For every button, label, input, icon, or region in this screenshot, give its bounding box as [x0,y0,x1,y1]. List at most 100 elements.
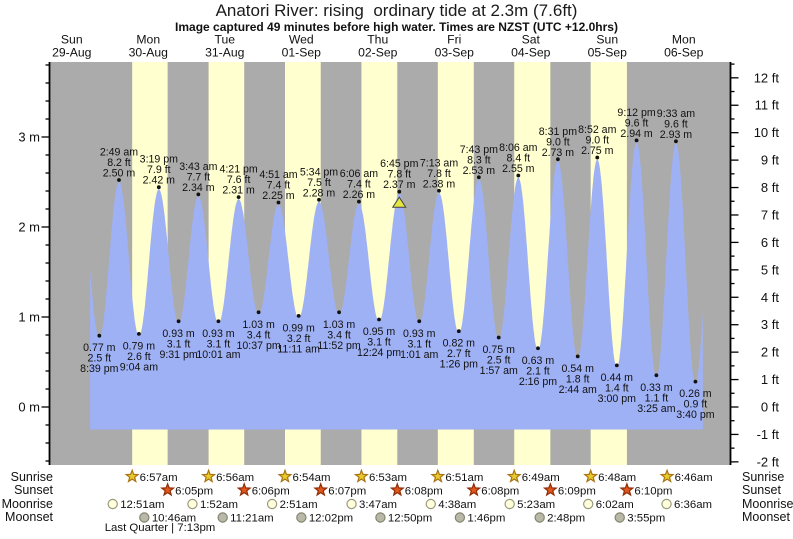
current-time-marker-icon [391,196,407,208]
tide-label-line: 0.95 m [363,326,396,338]
tide-point-dot [256,310,261,315]
moonset-icon [454,512,466,523]
moonset-icon [375,512,386,523]
tide-point-dot [216,319,221,324]
tide-label-line: 9:12 pm [617,107,655,119]
tide-high-label: 4:51 am7.4 ft2.25 m [259,169,297,202]
tide-point-dot [674,139,678,144]
tide-label-line: 8.4 ft [507,153,531,165]
moonset-time: 11:21am [230,513,273,525]
tide-label-line: 1:57 am [480,365,518,377]
tide-point-dot [97,333,102,338]
tide-label-line: 0.77 m [83,342,116,354]
tide-point-dot [595,155,600,160]
right-axis-tick-label: 1 ft [761,372,779,387]
tide-high-label: 7:43 pm8.3 ft2.53 m [460,144,498,177]
tide-point-dot [437,188,441,193]
sunset-time: 6:09pm [558,486,596,498]
tide-point-dot [296,314,301,318]
tide-point-dot [536,346,540,351]
sunset-time: 6:07pm [328,486,366,498]
moonset-icon [139,512,150,523]
tide-label-line: 2.6 ft [127,351,151,363]
tide-label-line: 6:45 pm [380,158,418,170]
tide-label-line: 3:40 pm [676,409,714,421]
sunrise-icon [124,468,140,483]
tide-label-line: 7.7 ft [187,171,211,183]
left-axis-tick-label: 2 m [18,220,40,235]
tide-label-line: 0.93 m [403,328,436,340]
tide-label-line: 2.26 m [343,189,376,201]
moonset-row-label: Moonset [5,510,53,524]
moonset-time: 3:55pm [627,513,665,525]
sunrise-icon [353,468,369,483]
sunset-icon [236,482,252,497]
tide-label-line: 0.63 m [522,355,555,367]
sunset-icon [619,482,635,497]
day-label-date: 03-Sep [435,46,475,60]
tide-label-line: 9.0 ft [546,136,570,148]
tide-label-line: 8:39 pm [80,363,118,375]
sunrise-time: 6:48am [598,472,636,484]
sunset-time: 6:06pm [252,486,290,498]
tide-point-dot [516,173,521,178]
moonrise-row-label: Moonrise [1,496,53,511]
tide-high-label: 6:06 am7.4 ft2.26 m [340,168,378,201]
tide-high-label: 8:06 am8.4 ft2.55 m [499,142,537,175]
tide-point-dot [137,332,141,336]
tide-curve-area [90,142,703,430]
tide-point-dot [614,363,619,368]
tide-label-line: 7:13 am [420,157,458,169]
tide-high-label: 8:31 pm9.0 ft2.73 m [539,126,577,159]
tide-high-label: 9:12 pm9.6 ft2.94 m [617,107,655,140]
tide-label-line: 11:52 pm [317,340,361,352]
tide-point-dot [117,178,121,182]
tide-low-label: 0.93 m3.1 ft1:01 am [400,328,438,361]
tide-label-line: 2.7 ft [447,348,471,360]
moonrise-icon [346,498,357,510]
tide-low-label: 0.75 m2.5 ft1:57 am [480,344,518,377]
day-label-weekday: Mon [136,33,160,47]
tide-point-dot [397,189,402,194]
tide-point-dot [156,185,161,190]
tide-label-line: 2.25 m [262,190,295,202]
tide-point-dot [555,157,560,162]
tide-label-line: 0.9 ft [684,399,708,411]
sunset-row-label: Sunset [14,483,53,497]
tide-label-line: 2.73 m [542,147,575,159]
sunset-row-label-right: Sunset [742,483,781,497]
tide-low-label: 0.26 m0.9 ft3:40 pm [676,388,714,421]
tide-point-dot [654,373,659,378]
sunset-time: 6:08pm [481,486,519,498]
tide-low-label: 0.79 m2.6 ft9:04 am [120,340,158,373]
tide-label-line: 0.44 m [601,372,634,384]
tide-point-dot [337,310,341,315]
tide-label-line: 2.94 m [620,128,653,140]
tide-label-line: 7.9 ft [147,164,171,176]
tide-label-line: 3.1 ft [207,338,231,350]
tide-point-dot [476,175,481,180]
tide-point-dot [496,335,501,340]
tide-label-line: 1.1 ft [645,392,669,404]
tide-label-line: 6:06 am [340,168,378,180]
sunrise-time: 6:49am [522,472,560,484]
tide-label-line: 10:01 am [196,349,240,361]
tide-label-line: 7.8 ft [427,168,451,180]
tide-label-line: 8.3 ft [467,154,491,166]
tide-label-line: 9:31 pm [159,349,197,361]
day-label-date: 02-Sep [358,46,398,60]
tide-label-line: 2.31 m [222,185,255,197]
tide-point-dot [456,329,461,334]
moonrise-time: 6:36am [674,499,712,511]
tide-label-line: 9.0 ft [585,135,609,147]
tide-label-line: 8.2 ft [107,157,131,169]
moonrise-icon [107,498,118,510]
tide-label-line: 3.1 ft [407,338,431,350]
sunset-icon [389,482,405,497]
tide-label-line: 2.1 ft [526,365,550,377]
tide-label-line: 8:31 pm [539,126,577,138]
right-axis-tick-label: 7 ft [761,207,779,222]
tide-low-label: 0.54 m1.8 ft2:44 am [559,363,597,396]
